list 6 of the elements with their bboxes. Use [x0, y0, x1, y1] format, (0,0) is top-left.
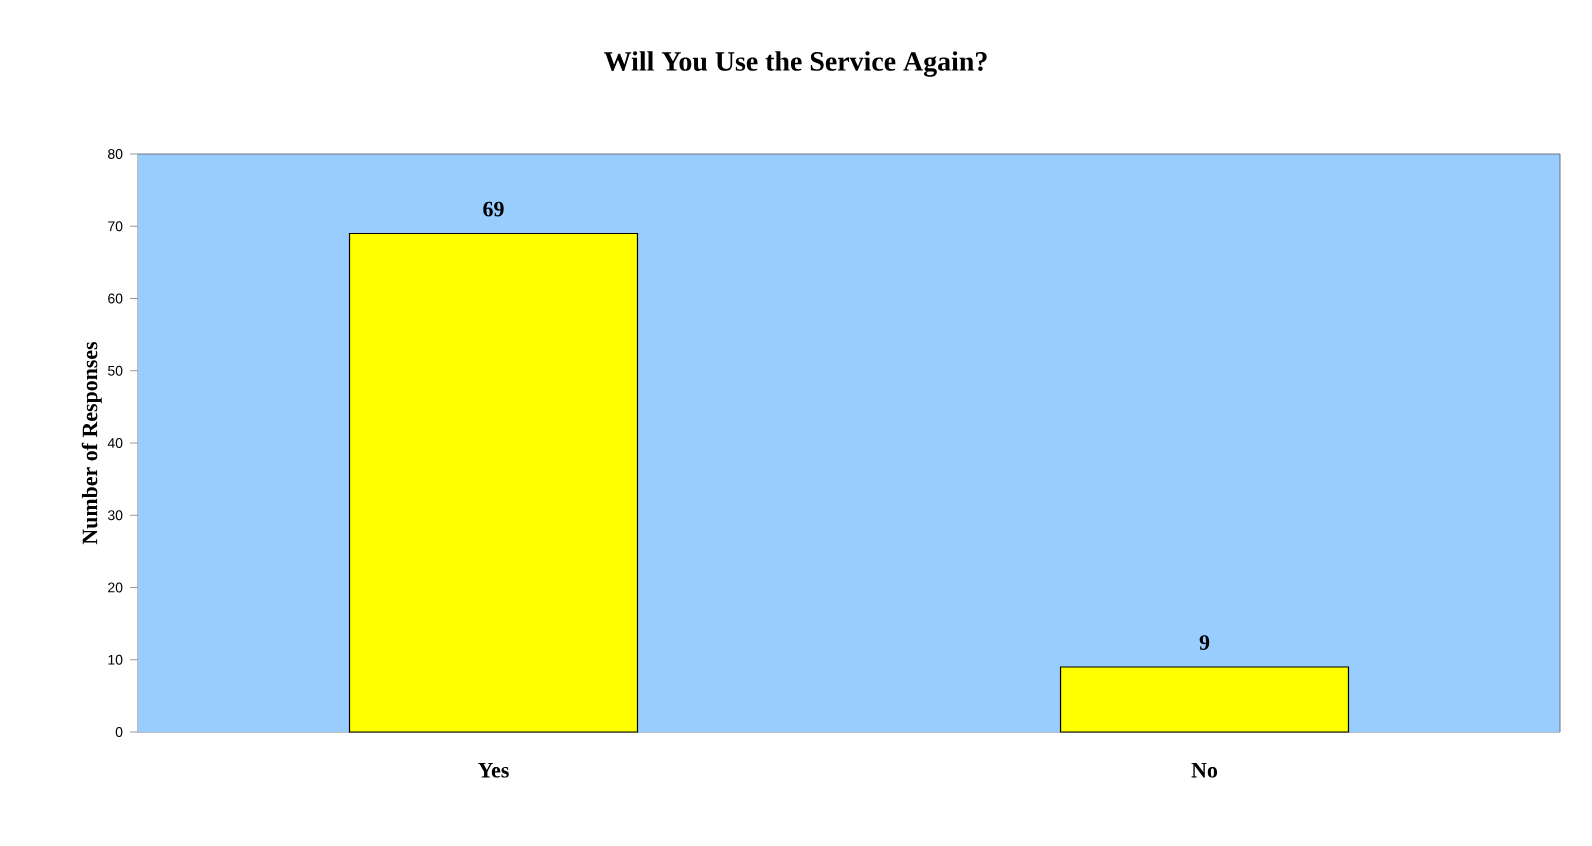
data-label: 69 [483, 201, 504, 217]
x-tick-label: No [1191, 763, 1218, 778]
chart-title: Will You Use the Service Again? [604, 51, 987, 77]
data-label: 9 [1199, 635, 1210, 650]
y-axis-title: Number of Responses [81, 341, 102, 545]
x-tick-label: Yes [478, 763, 509, 778]
